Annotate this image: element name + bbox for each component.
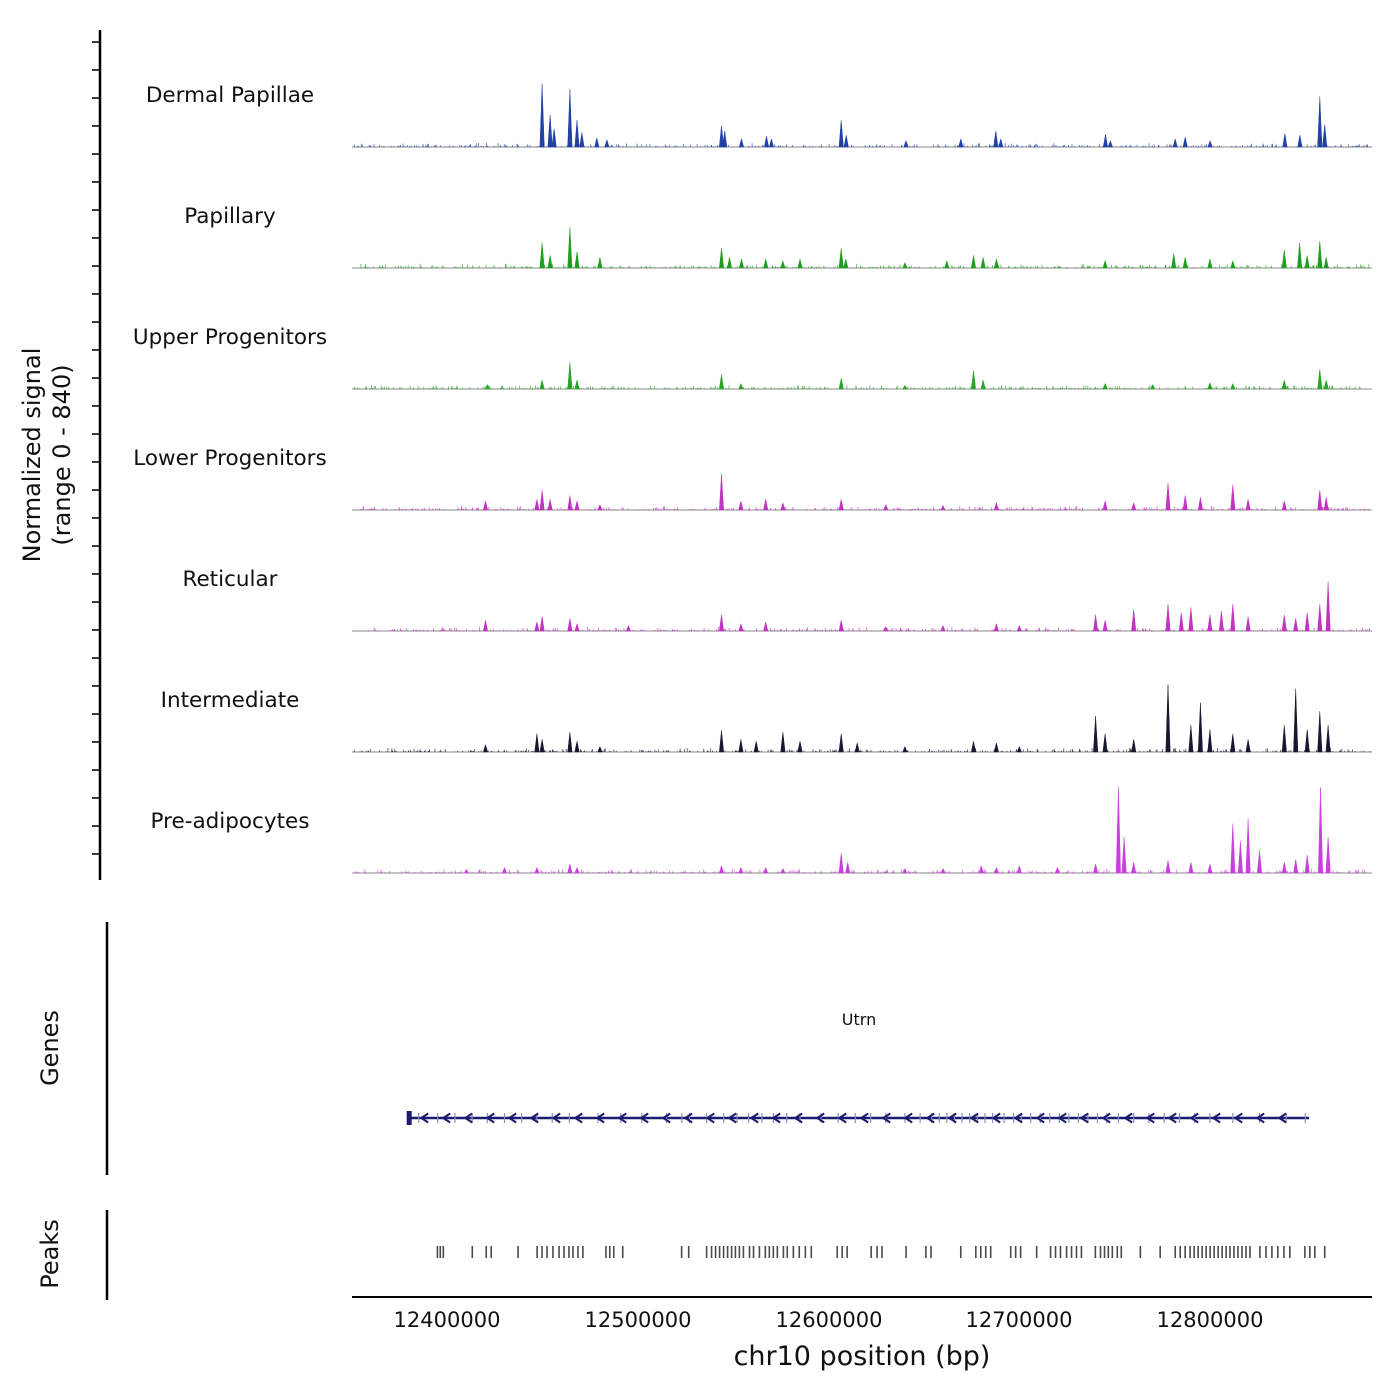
track-label-papillary: Papillary — [184, 204, 276, 229]
y-axis-label-line2: (range 0 - 840) — [48, 364, 76, 545]
gene-track-layer — [105, 922, 1310, 1175]
track-label-dermal-papillae: Dermal Papillae — [146, 83, 314, 108]
track-label-lower-progenitors: Lower Progenitors — [133, 446, 326, 471]
y-axis-label-line1: Normalized signal — [18, 348, 46, 563]
x-tick-12600000: 12600000 — [776, 1308, 883, 1332]
track-label-intermediate: Intermediate — [161, 688, 300, 713]
axes-layer — [92, 30, 1372, 1298]
x-axis-title: chr10 position (bp) — [734, 1341, 991, 1372]
track-label-upper-progenitors: Upper Progenitors — [133, 325, 327, 350]
x-tick-12500000: 12500000 — [585, 1308, 692, 1332]
peaks-section-label: Peaks — [36, 1219, 64, 1289]
track-label-reticular: Reticular — [182, 567, 277, 592]
genes-section-label: Genes — [36, 1010, 64, 1086]
x-tick-12400000: 12400000 — [394, 1308, 501, 1332]
x-tick-12800000: 12800000 — [1157, 1308, 1264, 1332]
x-tick-12700000: 12700000 — [966, 1308, 1073, 1332]
peaks-track-layer — [105, 1210, 1326, 1300]
gene-name-utrn: Utrn — [842, 1010, 876, 1029]
track-label-pre-adipocytes: Pre-adipocytes — [151, 809, 310, 834]
signal-tracks-layer — [352, 83, 1372, 874]
